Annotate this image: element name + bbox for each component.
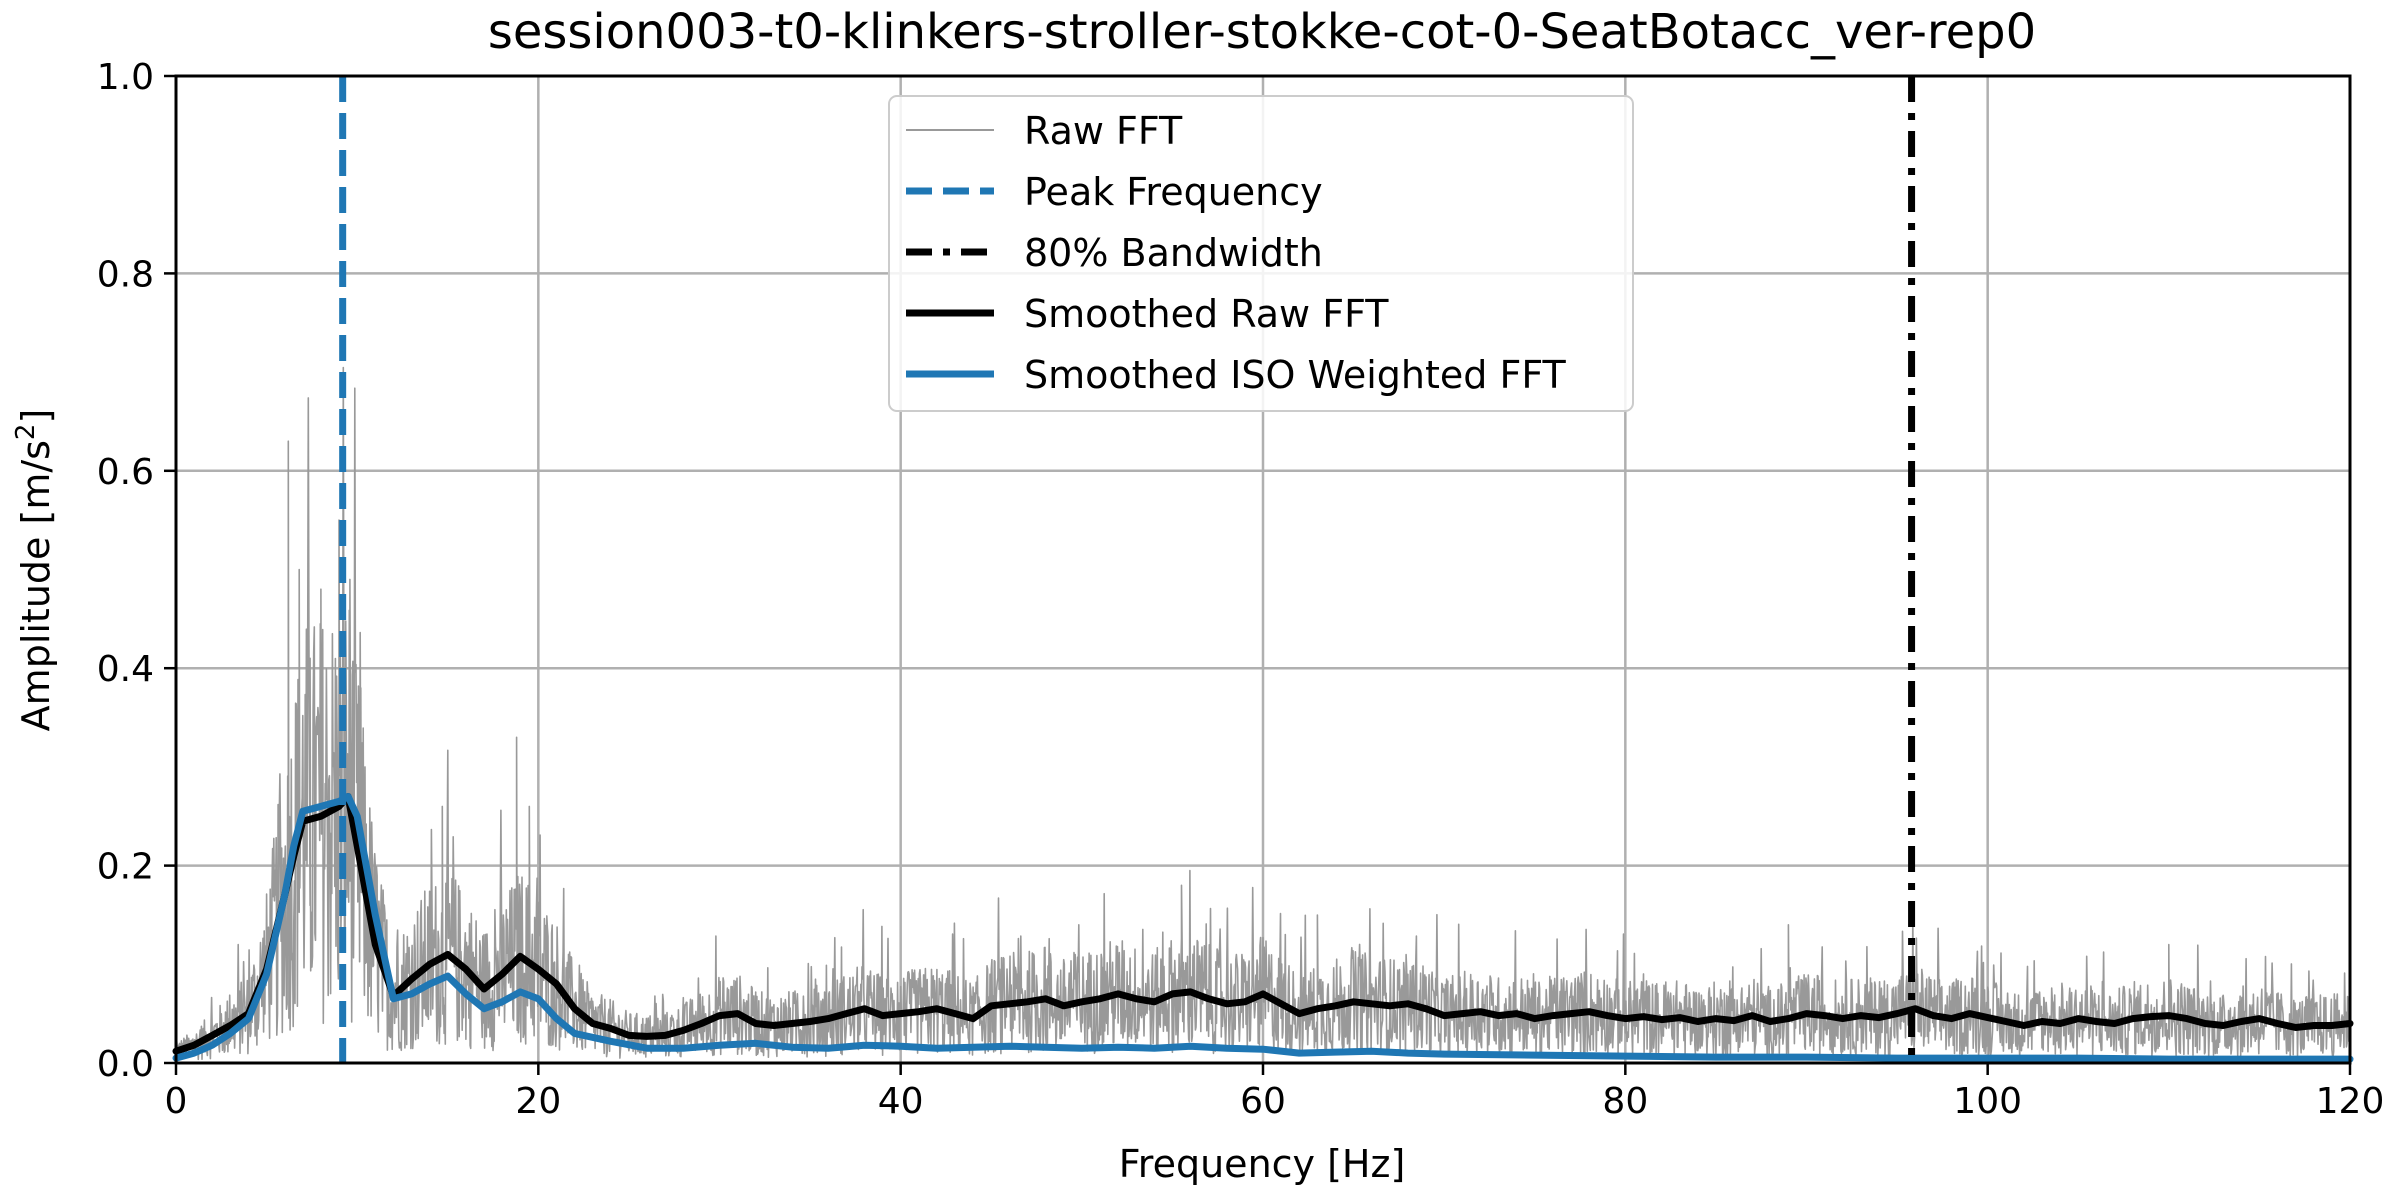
- smoothed-raw-fft-line: [172, 793, 2354, 1055]
- raw-fft-layer: [175, 366, 2351, 1061]
- y-axis-label: Amplitude [m/s2]: [11, 409, 58, 732]
- chart-title: session003-t0-klinkers-stroller-stokke-c…: [488, 4, 2036, 60]
- x-tick-label: 120: [2316, 1081, 2385, 1122]
- marker-lines-layer: [339, 76, 1916, 1063]
- legend-label: 80% Bandwidth: [1024, 231, 1323, 275]
- x-tick-label: 100: [1953, 1081, 2022, 1122]
- y-tick-label: 0.2: [97, 847, 154, 888]
- x-tick-label: 40: [878, 1081, 924, 1122]
- y-tick-label: 1.0: [97, 57, 154, 98]
- x-tick-label: 80: [1602, 1081, 1648, 1122]
- x-tick-label: 60: [1240, 1081, 1286, 1122]
- legend-label: Smoothed ISO Weighted FFT: [1024, 353, 1567, 397]
- y-tick-label: 0.4: [97, 649, 154, 690]
- smoothed-iso-fft-line: [172, 793, 2354, 1063]
- y-axis-label-end: ]: [14, 409, 58, 424]
- y-axis-label-superscript: 2: [11, 424, 41, 441]
- axis-ticks: 0 20 40 60 80 100 120 0.0 0.2 0.4 0.6 0.8 1.0: [97, 57, 2385, 1122]
- legend-label: Raw FFT: [1024, 109, 1183, 153]
- x-tick-label: 0: [165, 1081, 188, 1122]
- y-tick-label: 0.6: [97, 452, 154, 493]
- legend-box: [888, 95, 1634, 412]
- x-axis-label: Frequency [Hz]: [1119, 1142, 1406, 1186]
- raw-fft-line: [175, 366, 2351, 1061]
- y-axis-label-main: Amplitude [m/s: [14, 440, 58, 731]
- legend: Raw FFT Peak Frequency 80% Bandwidth Smooth…: [888, 95, 1634, 412]
- y-tick-label: 0.8: [97, 254, 154, 295]
- legend-label: Smoothed Raw FFT: [1024, 292, 1389, 336]
- legend-label: Peak Frequency: [1024, 170, 1323, 214]
- y-tick-label: 0.0: [97, 1044, 154, 1085]
- series-layer: [172, 793, 2354, 1063]
- x-tick-label: 20: [515, 1081, 561, 1122]
